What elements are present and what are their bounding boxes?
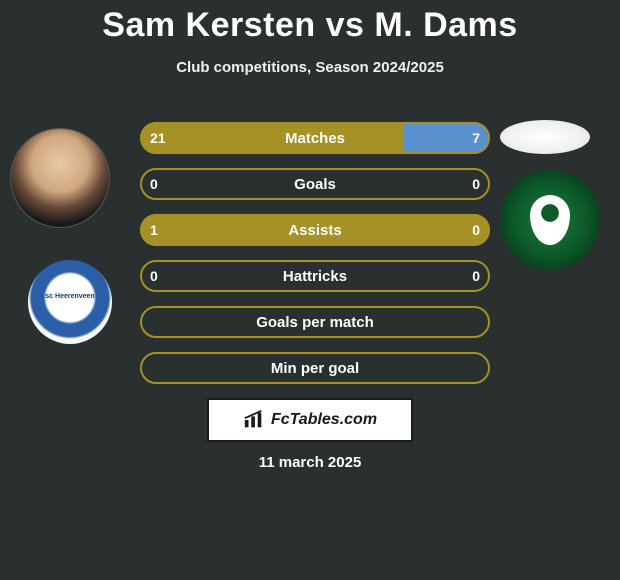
player-right-avatar — [500, 120, 590, 154]
source-badge-icon — [243, 409, 265, 431]
stat-bar-label: Assists — [140, 214, 490, 246]
stat-bar-row: Goals per match — [140, 306, 490, 338]
club-right-logo — [500, 170, 600, 270]
club-left-label: sc Heerenveen — [45, 293, 94, 300]
club-right-crest-icon — [530, 195, 570, 245]
stat-bar-row: Matches21 7 — [140, 122, 490, 154]
stat-bar-right-value: 7 — [472, 122, 480, 154]
stat-bar-row: Hattricks0 0 — [140, 260, 490, 292]
page-subtitle: Club competitions, Season 2024/2025 — [0, 59, 620, 76]
stat-bar-label: Matches — [140, 122, 490, 154]
stat-bar-right-value: 0 — [472, 214, 480, 246]
player-left-avatar — [10, 128, 110, 228]
stat-bar-label: Goals — [140, 168, 490, 200]
stat-bar-label: Hattricks — [140, 260, 490, 292]
stat-bar-left-value: 21 — [150, 122, 166, 154]
stat-bar-label: Goals per match — [140, 306, 490, 338]
stat-bar-left-value: 1 — [150, 214, 158, 246]
source-badge: FcTables.com — [207, 398, 413, 442]
stat-bar-left-value: 0 — [150, 260, 158, 292]
source-badge-text: FcTables.com — [271, 411, 377, 429]
stat-bar-right-value: 0 — [472, 168, 480, 200]
stat-bar-row: Goals0 0 — [140, 168, 490, 200]
stat-bar-row: Min per goal — [140, 352, 490, 384]
stat-bar-label: Min per goal — [140, 352, 490, 384]
page-title: Sam Kersten vs M. Dams — [0, 0, 620, 45]
stat-bars: Matches217Goals00Assists10Hattricks00Goa… — [140, 122, 490, 398]
stat-bar-row: Assists1 0 — [140, 214, 490, 246]
club-left-logo: sc Heerenveen — [28, 260, 112, 344]
footer-date: 11 march 2025 — [0, 454, 620, 471]
stat-bar-left-value: 0 — [150, 168, 158, 200]
stat-bar-right-value: 0 — [472, 260, 480, 292]
